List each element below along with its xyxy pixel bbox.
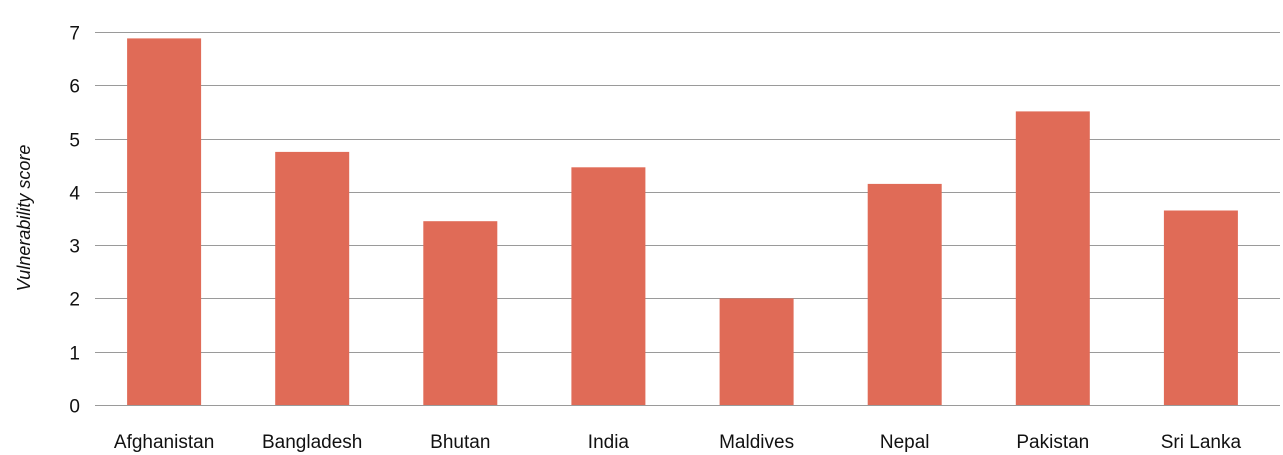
bar-sri-lanka bbox=[1163, 210, 1238, 405]
bar-maldives bbox=[719, 298, 794, 405]
y-tick-label: 6 bbox=[69, 77, 80, 98]
bar-india bbox=[571, 167, 646, 405]
x-tick-label: Nepal bbox=[880, 432, 930, 453]
y-tick-label: 4 bbox=[69, 184, 80, 205]
y-tick-label: 5 bbox=[69, 131, 80, 152]
y-tick-label: 7 bbox=[69, 24, 80, 45]
x-tick-label: Pakistan bbox=[1016, 432, 1089, 453]
bar-nepal bbox=[867, 183, 942, 405]
bar-pakistan bbox=[1015, 111, 1090, 406]
y-tick-label: 0 bbox=[69, 397, 80, 418]
bars bbox=[127, 38, 1238, 406]
y-tick-label: 2 bbox=[69, 290, 80, 311]
bar-afghanistan bbox=[127, 38, 202, 406]
x-tick-label: Bangladesh bbox=[262, 432, 362, 453]
x-tick-label: Afghanistan bbox=[114, 432, 214, 453]
x-tick-labels: Afghanistan Bangladesh Bhutan India Maldives… bbox=[114, 432, 1242, 453]
y-tick-labels: 0 1 2 3 4 5 6 7 bbox=[69, 24, 80, 418]
y-tick-label: 3 bbox=[69, 237, 80, 258]
gridlines bbox=[95, 32, 1280, 406]
bar-bangladesh bbox=[275, 151, 350, 405]
x-tick-label: Sri Lanka bbox=[1161, 432, 1242, 453]
x-tick-label: Bhutan bbox=[430, 432, 490, 453]
x-tick-label: Maldives bbox=[719, 432, 794, 453]
x-tick-label: India bbox=[588, 432, 630, 453]
y-tick-label: 1 bbox=[69, 344, 80, 365]
y-axis-label: Vulnerability score bbox=[14, 145, 34, 292]
bar-bhutan bbox=[423, 221, 498, 405]
